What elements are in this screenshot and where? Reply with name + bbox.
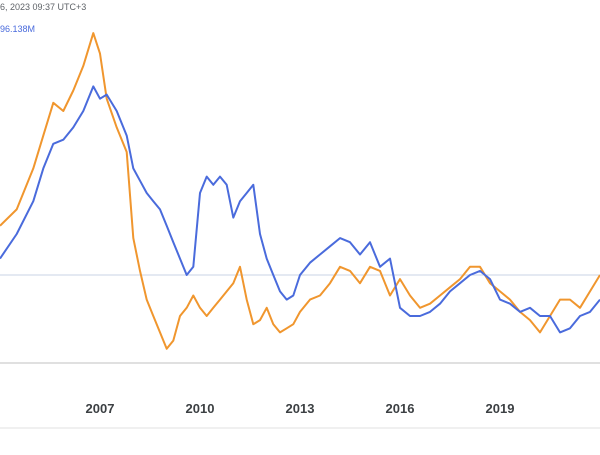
x-tick-label-2013: 2013 — [286, 401, 315, 416]
series-line-2 — [0, 85, 600, 334]
value-readout: 96.138M — [0, 24, 36, 34]
x-tick-label-2010: 2010 — [186, 401, 215, 416]
x-tick-label-2007: 2007 — [86, 401, 115, 416]
x-tick-label-2016: 2016 — [386, 401, 415, 416]
x-tick-label-2019: 2019 — [486, 401, 515, 416]
series-line-1 — [0, 32, 600, 350]
timestamp-readout: 6, 2023 09:37 UTC+3 — [0, 2, 87, 12]
